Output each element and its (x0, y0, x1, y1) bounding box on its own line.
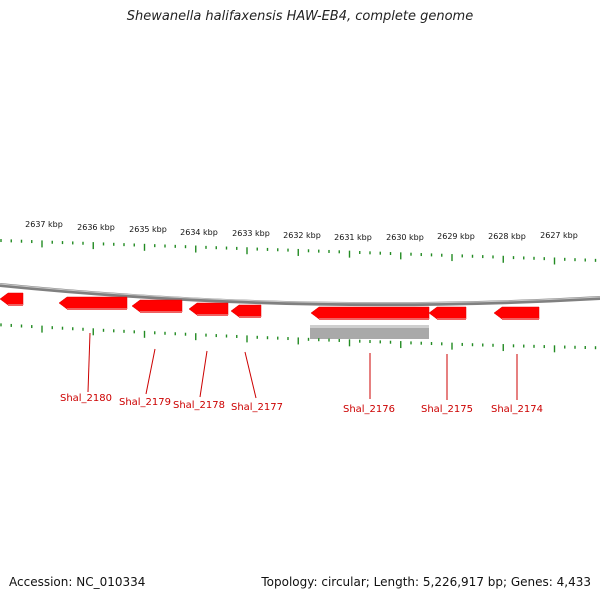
gene-features (0, 292, 540, 320)
gene-labels: Shal_2180 Shal_2179 Shal_2178 Shal_2177 Shal… (60, 332, 543, 415)
genome-backbone (0, 283, 600, 307)
gray-feature (310, 325, 429, 339)
gene-label-leader (244, 351, 257, 399)
gene-arrow (0, 292, 24, 306)
map-title: Shewanella halifaxensis HAW-EB4, complet… (126, 9, 474, 24)
kbp-label: 2628 kbp (488, 232, 526, 241)
kbp-label: 2632 kbp (283, 231, 321, 240)
gene-arrow (493, 306, 540, 320)
gene-arrow (310, 306, 430, 320)
gene-label-leader (145, 348, 156, 395)
gene-arrow (230, 304, 262, 318)
kbp-label: 2629 kbp (437, 232, 475, 241)
kbp-label: 2634 kbp (180, 228, 218, 237)
kbp-label: 2631 kbp (334, 233, 372, 242)
gene-label-leader (87, 332, 91, 393)
gene-label: Shal_2179 (119, 397, 171, 408)
kbp-label: 2637 kbp (25, 220, 63, 229)
gene-label: Shal_2174 (491, 404, 543, 415)
gene-label: Shal_2180 (60, 393, 112, 404)
backbone-highlight (0, 283, 600, 304)
gene-arrow (58, 296, 128, 310)
kbp-label: 2635 kbp (129, 225, 167, 234)
gene-label: Shal_2178 (173, 400, 225, 411)
gray-feature-highlight (310, 325, 429, 328)
kbp-labels: 2637 kbp 2636 kbp 2635 kbp 2634 kbp 2633 kbp… (25, 220, 578, 242)
kbp-label: 2630 kbp (386, 233, 424, 242)
gene-label-leader (199, 350, 208, 398)
gene-arrow (428, 306, 467, 320)
accession-text: Accession: NC_010334 (9, 575, 146, 589)
kbp-label: 2636 kbp (77, 223, 115, 232)
kbp-label: 2627 kbp (540, 231, 578, 240)
gray-feature-bar (310, 325, 429, 339)
gene-label: Shal_2177 (231, 402, 283, 413)
gene-label: Shal_2176 (343, 404, 395, 415)
gene-arrow (188, 302, 229, 316)
gene-arrow (131, 299, 183, 313)
genome-summary-text: Topology: circular; Length: 5,226,917 bp… (261, 575, 591, 589)
kbp-label: 2633 kbp (232, 229, 270, 238)
bottom-tick-ring (0, 323, 597, 353)
gene-label: Shal_2175 (421, 404, 473, 415)
top-tick-ring (0, 239, 597, 265)
